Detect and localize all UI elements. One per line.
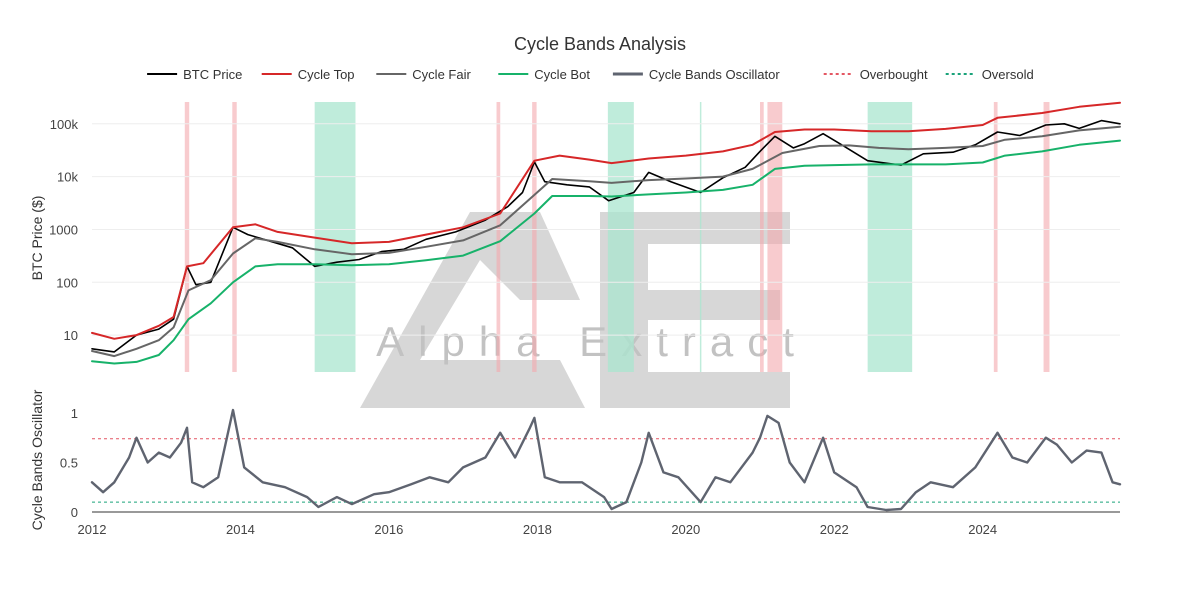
legend-label: Cycle Top [298,67,355,82]
series-osc-line[interactable] [90,408,1122,512]
x-tick-label: 2022 [820,522,849,537]
legend-item-bot[interactable]: Cycle Bot [498,67,590,82]
legend-label: Cycle Fair [412,67,471,82]
oscillator-tick-label: 0 [71,505,78,520]
legend-item-btc[interactable]: BTC Price [147,67,242,82]
chart-title: Cycle Bands Analysis [514,34,686,54]
x-tick-label: 2020 [671,522,700,537]
oversold-zone-0 [314,102,356,372]
x-axis: 2012 2014 2016 2018 2020 2022 2024 [78,522,998,537]
overbought-zone-7 [1043,102,1050,372]
price-axis-title: BTC Price ($) [29,196,45,281]
legend-label: Cycle Bot [534,67,590,82]
oscillator-panel[interactable]: 0 0.5 1 Cycle Bands Oscillator [29,389,1122,530]
price-tick-label: 1000 [49,222,78,237]
legend-item-top[interactable]: Cycle Top [261,67,355,82]
watermark-text: Alpha Extract [376,318,808,365]
overbought-zone-2 [496,102,501,372]
series-bot-line[interactable] [91,139,1121,365]
series-btc-line[interactable] [91,119,1121,353]
legend-item-oversold[interactable]: Oversold [945,67,1034,82]
legend-item-fair[interactable]: Cycle Fair [376,67,471,82]
overbought-zone-6 [993,102,998,372]
oscillator-axis-title: Cycle Bands Oscillator [29,389,45,530]
overbought-zone-4 [760,102,764,372]
oversold-zone-3 [867,102,913,372]
overbought-zone-1 [232,102,237,372]
oversold-zone-2 [699,102,702,372]
x-tick-label: 2018 [523,522,552,537]
legend-label: Oversold [982,67,1034,82]
x-tick-label: 2016 [374,522,403,537]
oscillator-tick-label: 1 [71,406,78,421]
x-tick-label: 2012 [78,522,107,537]
oversold-zone-1 [607,102,634,372]
price-panel[interactable]: 10 100 1000 10k 100k BTC Price ($) [29,101,1121,372]
watermark-logo: Alpha Extract [360,212,808,408]
price-tick-label: 10k [57,170,78,185]
overbought-zone-3 [532,102,537,372]
series-fair-line[interactable] [91,125,1121,358]
x-tick-label: 2014 [226,522,255,537]
legend-label: Cycle Bands Oscillator [649,67,780,82]
price-tick-label: 100 [56,275,78,290]
legend-label: BTC Price [183,67,242,82]
x-tick-label: 2024 [968,522,997,537]
legend-item-osc[interactable]: Cycle Bands Oscillator [612,67,780,82]
series-top-line[interactable] [91,101,1121,340]
oscillator-tick-label: 0.5 [60,455,78,470]
price-tick-label: 100k [50,117,79,132]
legend-item-overbought[interactable]: Overbought [823,67,928,82]
overbought-zone-0 [184,102,190,372]
price-tick-label: 10 [64,328,78,343]
legend[interactable]: BTC Price Cycle Top Cycle Fair Cycle Bot Cyc… [147,67,1034,82]
legend-label: Overbought [860,67,928,82]
